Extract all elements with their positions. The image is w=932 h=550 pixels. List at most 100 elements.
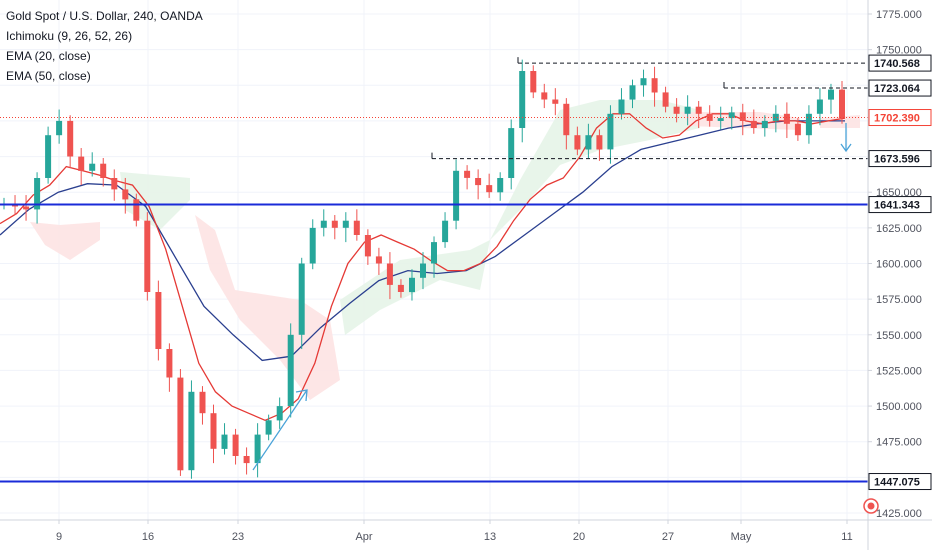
candle-body (519, 71, 526, 128)
candle-body (210, 413, 217, 449)
price-tag-label: 1740.568 (874, 58, 920, 70)
candle-body (607, 113, 614, 150)
candle-body (56, 120, 63, 136)
candle-body (541, 92, 548, 100)
candle-body (23, 206, 30, 210)
candle-body (386, 263, 393, 285)
candle-body (431, 242, 437, 264)
candle-body (673, 106, 680, 114)
y-tick-label: 1625.000 (876, 223, 922, 235)
alert-icon[interactable] (863, 498, 879, 514)
candle-body (155, 292, 162, 349)
candle-body (375, 256, 382, 264)
x-tick-label: 27 (662, 531, 674, 543)
x-tick-label: 23 (232, 531, 244, 543)
candle-body (144, 220, 151, 292)
y-tick-label: 1500.000 (876, 401, 922, 413)
y-tick-label: 1600.000 (876, 259, 922, 271)
price-tag-label: 1641.343 (874, 200, 920, 212)
price-tag-box (868, 150, 932, 168)
y-tick-label: 1525.000 (876, 365, 922, 377)
candle-body (199, 391, 206, 414)
price-tag-label: 1702.390 (874, 113, 920, 125)
y-tick-label: 1575.000 (876, 294, 922, 306)
candle-body (420, 263, 426, 278)
candle-body (618, 99, 625, 114)
candle-body (265, 420, 272, 435)
price-tag-box (868, 473, 932, 491)
candle-body (133, 199, 140, 221)
price-tag-label: 1723.064 (874, 83, 921, 95)
candle-body (442, 220, 449, 243)
y-tick-label: 1750.000 (876, 45, 922, 57)
candle-body (629, 85, 636, 100)
candle-body (397, 284, 404, 292)
candle-body (640, 78, 647, 86)
trend-arrow-head-icon (295, 389, 308, 402)
candle-body (828, 89, 834, 100)
candle-body (574, 135, 581, 150)
candle-body (772, 113, 779, 121)
candle-body (530, 71, 537, 93)
candle-body (111, 178, 118, 190)
candle-body (331, 220, 338, 228)
candle-body (232, 434, 239, 456)
candle-body (409, 277, 415, 293)
candle-body (839, 89, 845, 119)
annotations (252, 123, 852, 471)
candle-body (761, 120, 768, 128)
candle-body (706, 113, 713, 121)
x-tick-label: 20 (573, 531, 585, 543)
candle-body (464, 170, 471, 178)
candle-body (563, 103, 570, 136)
candle-body (67, 120, 74, 157)
x-tick-label: 11 (841, 531, 852, 543)
indicator-ema50[interactable]: EMA (50, close) (6, 69, 91, 83)
x-tick-label: Apr (355, 531, 372, 543)
candle-body (276, 406, 283, 421)
price-tag-box (868, 54, 932, 72)
candle-body (794, 123, 801, 136)
candle-body (353, 220, 360, 235)
candlesticks (1, 59, 845, 479)
indicator-ema20[interactable]: EMA (20, close) (6, 49, 91, 63)
candle-body (188, 391, 195, 471)
trend-arrow-icon (252, 389, 308, 471)
candle-body (89, 163, 96, 171)
cloud-region (490, 100, 700, 240)
candle-body (320, 220, 327, 228)
candle-body (651, 78, 658, 93)
candle-body (475, 178, 482, 186)
y-tick-label: 1550.000 (876, 330, 922, 342)
candle-body (177, 377, 184, 471)
price-tag-label: 1447.075 (874, 477, 920, 489)
candle-body (298, 263, 305, 335)
candle-body (728, 112, 735, 119)
price-tags: 1740.568 1723.064 1702.390 1673.596 1641.343… (868, 54, 932, 491)
candle-body (695, 106, 702, 114)
candle-body (508, 128, 515, 178)
candle-body (684, 106, 691, 114)
candle-body (497, 178, 504, 193)
chart-title: Gold Spot / U.S. Dollar, 240, OANDA (6, 9, 203, 23)
candle-body (122, 189, 129, 200)
x-tick-label: 16 (142, 531, 154, 543)
candle-body (166, 349, 173, 378)
price-levels (0, 57, 868, 483)
candle-body (783, 113, 790, 124)
candle-body (364, 235, 371, 257)
chart-legend: Gold Spot / U.S. Dollar, 240, OANDA Ichi… (6, 6, 203, 86)
price-tag-box (868, 196, 932, 214)
candle-body (739, 112, 746, 121)
price-tag-box (868, 79, 932, 97)
candle-body (486, 185, 493, 193)
indicator-ichimoku[interactable]: Ichimoku (9, 26, 52, 26) (6, 29, 133, 43)
candle-body (342, 220, 349, 228)
candle-body (309, 227, 316, 264)
candle-body (552, 99, 559, 104)
candle-body (453, 170, 460, 221)
down-arrow-head-icon (840, 143, 852, 153)
y-tick-label: 1425.000 (876, 508, 922, 520)
